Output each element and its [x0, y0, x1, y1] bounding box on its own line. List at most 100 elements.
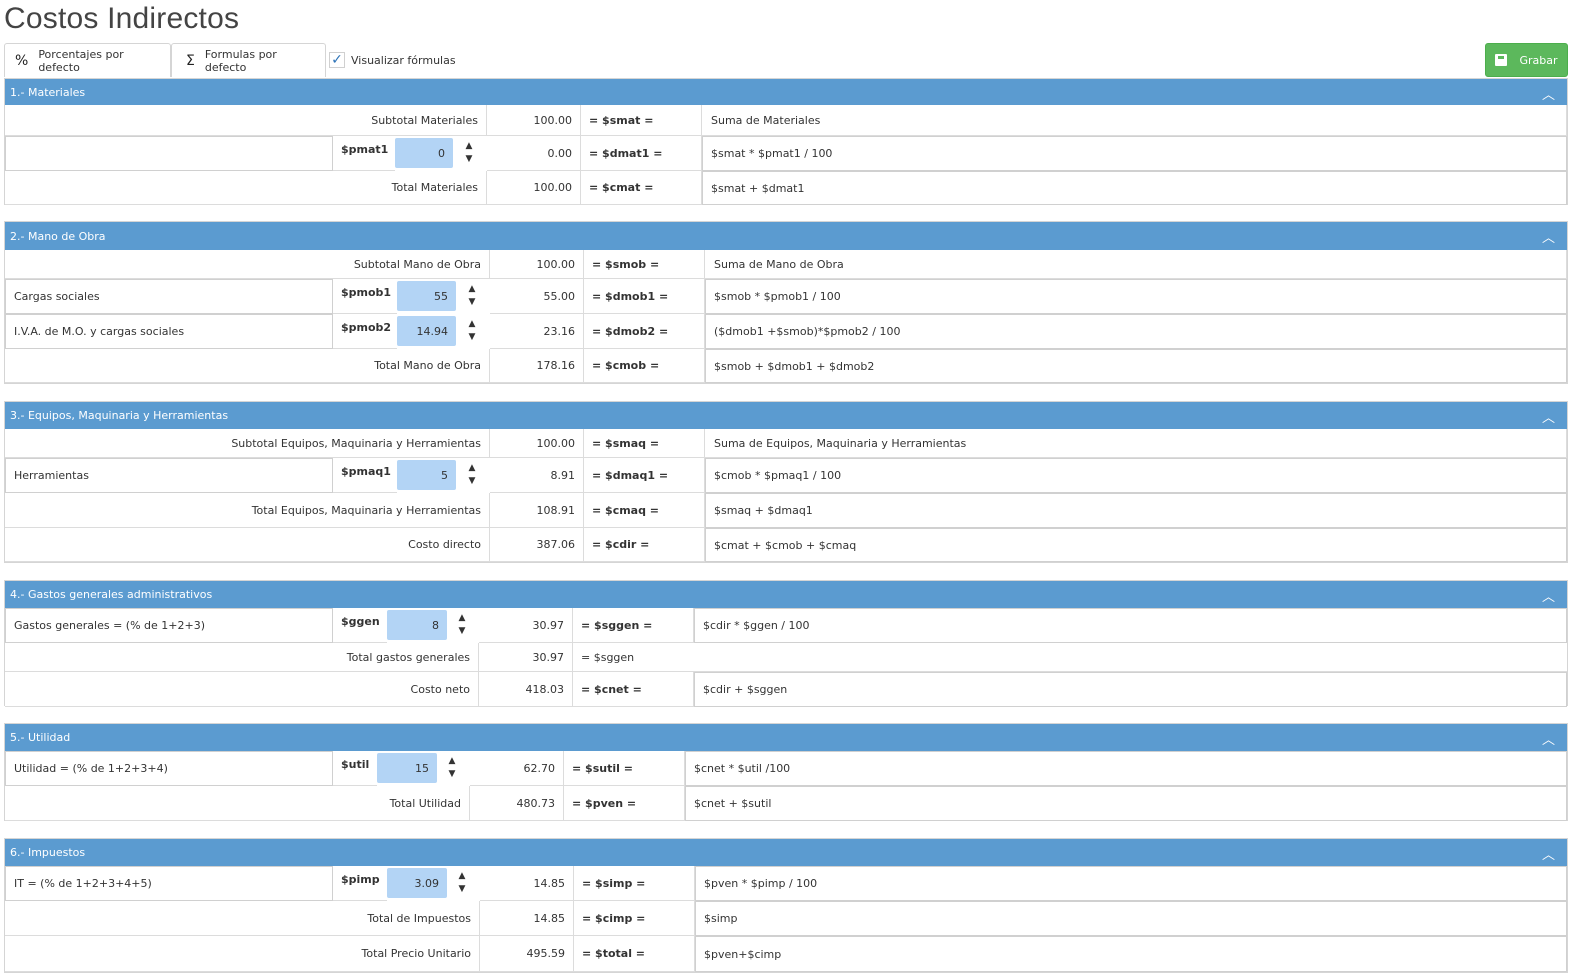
arrow-down-icon[interactable]: ▼: [458, 884, 466, 894]
item-row: $pmat1 0 ▲ ▼ 0.00 = $dmat1 = $smat * $pma…: [5, 136, 1567, 171]
percentage-spinner-input[interactable]: 8: [387, 610, 447, 640]
subtotal-row: Subtotal Equipos, Maquinaria y Herramien…: [5, 429, 1567, 458]
item-formula-input[interactable]: $smob * $pmob1 / 100: [705, 279, 1567, 314]
item-value: 30.97: [479, 608, 573, 643]
spinner-arrows[interactable]: ▲ ▼: [456, 138, 482, 168]
chevron-up-icon[interactable]: ︿: [1541, 411, 1555, 426]
total-formula-input[interactable]: $cnet + $sutil: [685, 786, 1567, 821]
section-impuestos: 6.- Impuestos ︿ IT = (% de 1+2+3+4+5) $p…: [4, 838, 1568, 973]
total-formula-input[interactable]: $simp: [695, 901, 1567, 936]
default-percentages-button[interactable]: % Porcentajes por defecto: [4, 43, 171, 77]
percentage-spinner-input[interactable]: 14.94: [397, 316, 456, 346]
save-button[interactable]: Grabar: [1485, 43, 1568, 77]
spinner-arrows[interactable]: ▲ ▼: [459, 316, 485, 346]
section-header-gastos-generales[interactable]: 4.- Gastos generales administrativos ︿: [5, 581, 1567, 608]
spinner-arrows[interactable]: ▲ ▼: [449, 868, 475, 898]
item-formula-input[interactable]: $cmob * $pmaq1 / 100: [705, 458, 1567, 493]
item-description-input[interactable]: Herramientas: [5, 458, 333, 493]
total-formula-input[interactable]: $smob + $dmob1 + $dmob2: [705, 349, 1567, 383]
chevron-up-icon[interactable]: ︿: [1541, 590, 1555, 605]
arrow-up-icon[interactable]: ▲: [448, 756, 456, 766]
unit-formula-input[interactable]: $pven+$cimp: [695, 936, 1567, 972]
item-result-variable: = $sutil =: [564, 751, 685, 786]
percentage-spinner-input[interactable]: 55: [397, 281, 456, 311]
arrow-down-icon[interactable]: ▼: [468, 297, 476, 307]
section-header-impuestos[interactable]: 6.- Impuestos ︿: [5, 839, 1567, 866]
chevron-up-icon[interactable]: ︿: [1541, 848, 1555, 863]
total-formula-input[interactable]: $smat + $dmat1: [702, 171, 1567, 205]
net-formula-input[interactable]: $cdir + $sggen: [694, 672, 1567, 707]
chevron-up-icon[interactable]: ︿: [1541, 231, 1555, 246]
arrow-down-icon[interactable]: ▼: [468, 476, 476, 486]
row-variable: = $cmaq =: [584, 493, 705, 528]
section-header-equipos[interactable]: 3.- Equipos, Maquinaria y Herramientas ︿: [5, 402, 1567, 429]
arrow-down-icon[interactable]: ▼: [458, 626, 466, 636]
item-value: 62.70: [470, 751, 564, 786]
item-result-variable: = $dmaq1 =: [584, 458, 705, 493]
default-formulas-button[interactable]: Σ Formulas por defecto: [171, 43, 326, 77]
percentage-spinner-input[interactable]: 15: [377, 753, 437, 783]
row-label: Total Materiales: [5, 171, 487, 205]
item-variable: $ggen: [333, 608, 387, 643]
row-variable: = $cmob =: [584, 349, 705, 383]
section-gastos-generales: 4.- Gastos generales administrativos ︿ G…: [4, 580, 1568, 707]
row-value: 100.00: [490, 429, 584, 458]
item-description-input[interactable]: Gastos generales = (% de 1+2+3): [5, 608, 333, 643]
row-variable: = $cimp =: [574, 901, 695, 936]
percentage-spinner-input[interactable]: 5: [397, 460, 456, 490]
item-result-variable: = $dmob2 =: [584, 314, 705, 349]
row-label: Total gastos generales: [5, 643, 479, 672]
section-header-materiales[interactable]: 1.- Materiales ︿: [5, 79, 1567, 105]
arrow-down-icon[interactable]: ▼: [465, 154, 473, 164]
show-formulas-checkbox[interactable]: ✓ Visualizar fórmulas: [329, 43, 456, 77]
section-utilidad: 5.- Utilidad ︿ Utilidad = (% de 1+2+3+4)…: [4, 723, 1568, 821]
section-header-utilidad[interactable]: 5.- Utilidad ︿: [5, 724, 1567, 751]
arrow-up-icon[interactable]: ▲: [458, 613, 466, 623]
row-value: 100.00: [487, 105, 581, 136]
chevron-up-icon[interactable]: ︿: [1541, 88, 1555, 103]
row-variable: = $smat =: [581, 105, 702, 136]
item-description-input[interactable]: IT = (% de 1+2+3+4+5): [5, 866, 333, 901]
row-variable: = $sggen: [573, 643, 1567, 672]
item-description-input[interactable]: I.V.A. de M.O. y cargas sociales: [5, 314, 333, 349]
item-formula-input[interactable]: ($dmob1 +$smob)*$pmob2 / 100: [705, 314, 1567, 349]
percentage-spinner-input[interactable]: 3.09: [387, 868, 447, 898]
item-variable: $pimp: [333, 866, 387, 901]
spinner-arrows[interactable]: ▲ ▼: [439, 753, 465, 783]
spinner-arrows[interactable]: ▲ ▼: [449, 610, 475, 640]
default-formulas-label: Formulas por defecto: [204, 47, 277, 74]
item-description-input[interactable]: Cargas sociales: [5, 279, 333, 314]
percentage-spinner-input[interactable]: 0: [395, 138, 453, 168]
row-value: 387.06: [490, 528, 584, 562]
arrow-down-icon[interactable]: ▼: [468, 332, 476, 342]
item-row: I.V.A. de M.O. y cargas sociales $pmob2 …: [5, 314, 1567, 349]
item-formula-input[interactable]: $pven * $pimp / 100: [695, 866, 1567, 901]
row-value: 178.16: [490, 349, 584, 383]
row-value: 100.00: [490, 250, 584, 279]
item-description-input[interactable]: Utilidad = (% de 1+2+3+4): [5, 751, 333, 786]
row-label: Subtotal Materiales: [5, 105, 487, 136]
item-formula-input[interactable]: $cdir * $ggen / 100: [694, 608, 1567, 643]
arrow-up-icon[interactable]: ▲: [465, 141, 473, 151]
spinner-arrows[interactable]: ▲ ▼: [459, 460, 485, 490]
percent-icon: %: [15, 52, 29, 69]
row-label: Total Precio Unitario: [5, 936, 480, 972]
spinner-arrows[interactable]: ▲ ▼: [459, 281, 485, 311]
item-formula-input[interactable]: $cnet * $util /100: [685, 751, 1567, 786]
arrow-down-icon[interactable]: ▼: [448, 769, 456, 779]
item-description-input[interactable]: [5, 136, 333, 171]
section-header-mano-de-obra[interactable]: 2.- Mano de Obra ︿: [5, 222, 1567, 250]
item-variable: $pmob2: [333, 314, 397, 349]
direct-formula-input[interactable]: $cmat + $cmob + $cmaq: [705, 528, 1567, 562]
item-row: Herramientas $pmaq1 5 ▲ ▼ 8.91 = $dmaq1 =…: [5, 458, 1567, 493]
arrow-up-icon[interactable]: ▲: [468, 284, 476, 294]
chevron-up-icon[interactable]: ︿: [1541, 733, 1555, 748]
arrow-up-icon[interactable]: ▲: [468, 463, 476, 473]
total-row: Total de Impuestos 14.85 = $cimp = $simp: [5, 901, 1567, 936]
arrow-up-icon[interactable]: ▲: [468, 319, 476, 329]
arrow-up-icon[interactable]: ▲: [458, 871, 466, 881]
total-formula-input[interactable]: $smaq + $dmaq1: [705, 493, 1567, 528]
item-formula-input[interactable]: $smat * $pmat1 / 100: [702, 136, 1567, 171]
default-percentages-label: Porcentajes por defecto: [38, 47, 124, 74]
